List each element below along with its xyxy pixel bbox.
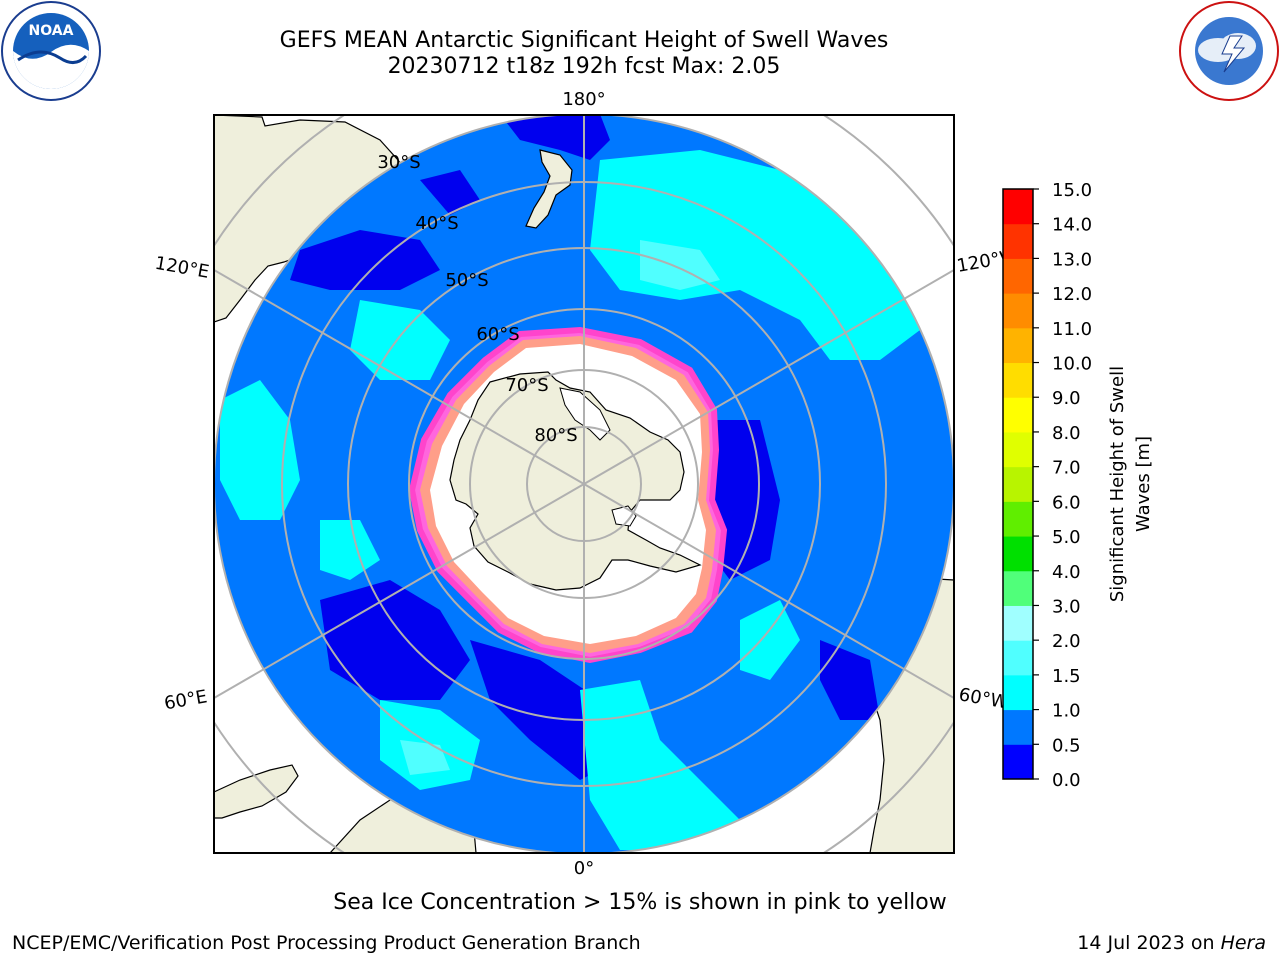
colorbar-segment <box>1003 640 1033 676</box>
colorbar-label-line1: Significant Height of Swell <box>1107 366 1128 602</box>
colorbar-tick-label: 10.0 <box>1052 354 1092 375</box>
noaa-logo-text: NOAA <box>29 23 74 39</box>
colorbar-tick-label: 8.0 <box>1052 423 1081 444</box>
lat-label-60s: 60°S <box>476 324 519 345</box>
lon-label-60w: 60°W <box>957 684 1010 713</box>
map-frame <box>213 114 955 854</box>
colorbar: 0.0 0.5 1.0 1.5 2.0 3.0 4.0 5.0 6.0 7.0 8.0 9.0 10.0… <box>1003 180 1092 791</box>
colorbar-segment <box>1003 397 1033 433</box>
colorbar-tick-label: 11.0 <box>1052 319 1092 340</box>
colorbar-tick-label: 1.5 <box>1052 666 1081 687</box>
sea-ice-note: Sea Ice Concentration > 15% is shown in … <box>333 890 947 915</box>
lat-label-50s: 50°S <box>445 270 488 291</box>
colorbar-tick-label: 6.0 <box>1052 492 1081 513</box>
colorbar-tick-label: 4.0 <box>1052 562 1081 583</box>
colorbar-segment <box>1003 223 1033 259</box>
colorbar-segment <box>1003 536 1033 572</box>
lon-label-120e: 120°E <box>153 253 211 283</box>
antarctica-landmass <box>449 371 702 591</box>
colorbar-tick-label: 3.0 <box>1052 596 1081 617</box>
footer-credit: NCEP/EMC/Verification Post Processing Pr… <box>12 932 641 954</box>
new-zealand <box>525 149 573 229</box>
graticule <box>214 115 954 853</box>
colorbar-tick-label: 2.0 <box>1052 631 1081 652</box>
colorbar-tick-label: 0.5 <box>1052 735 1081 756</box>
lon-label-0: 0° <box>574 858 594 879</box>
colorbar-tick-label: 0.0 <box>1052 770 1081 791</box>
colorbar-tick-label: 15.0 <box>1052 180 1092 201</box>
lat-label-40s: 40°S <box>415 213 458 234</box>
lat-label-80s: 80°S <box>534 425 577 446</box>
footer-machine: Hera <box>1220 932 1266 954</box>
lon-label-180: 180° <box>562 89 605 110</box>
colorbar-frame <box>1002 188 1034 780</box>
chart-title: GEFS MEAN Antarctic Significant Height o… <box>279 28 889 53</box>
colorbar-segment <box>1003 466 1033 502</box>
colorbar-segment <box>1003 709 1033 745</box>
noaa-logo: NOAA <box>1 1 101 101</box>
colorbar-segment <box>1003 258 1033 294</box>
colorbar-segment <box>1003 744 1033 780</box>
colorbar-tick-label: 9.0 <box>1052 388 1081 409</box>
colorbar-tick-label: 1.0 <box>1052 701 1081 722</box>
colorbar-segment <box>1003 570 1033 606</box>
colorbar-tick-label: 14.0 <box>1052 215 1092 236</box>
colorbar-segment <box>1003 327 1033 364</box>
colorbar-tick-label: 5.0 <box>1052 527 1081 548</box>
colorbar-tick-label: 7.0 <box>1052 458 1081 479</box>
footer-date-text: 14 Jul 2023 on <box>1077 932 1215 954</box>
colorbar-segment <box>1003 431 1033 468</box>
colorbar-segment <box>1003 362 1033 398</box>
colorbar-segment <box>1003 189 1033 225</box>
colorbar-label-line2: Waves [m] <box>1133 436 1154 532</box>
madagascar <box>214 764 299 819</box>
colorbar-segment <box>1003 501 1033 537</box>
footer-date: 14 Jul 2023 on Hera <box>1077 932 1266 954</box>
lat-label-70s: 70°S <box>505 375 548 396</box>
colorbar-segment <box>1003 293 1033 329</box>
meridian-60e-120w <box>214 269 954 699</box>
lat-label-30s: 30°S <box>377 152 420 173</box>
lon-label-60e: 60°E <box>163 686 209 714</box>
chart-subtitle: 20230712 t18z 192h fcst Max: 2.05 <box>387 54 781 79</box>
nws-logo <box>1179 1 1279 101</box>
colorbar-segment <box>1003 674 1033 711</box>
colorbar-segment <box>1003 605 1033 641</box>
colorbar-tick-label: 12.0 <box>1052 284 1092 305</box>
colorbar-tick-label: 13.0 <box>1052 249 1092 270</box>
